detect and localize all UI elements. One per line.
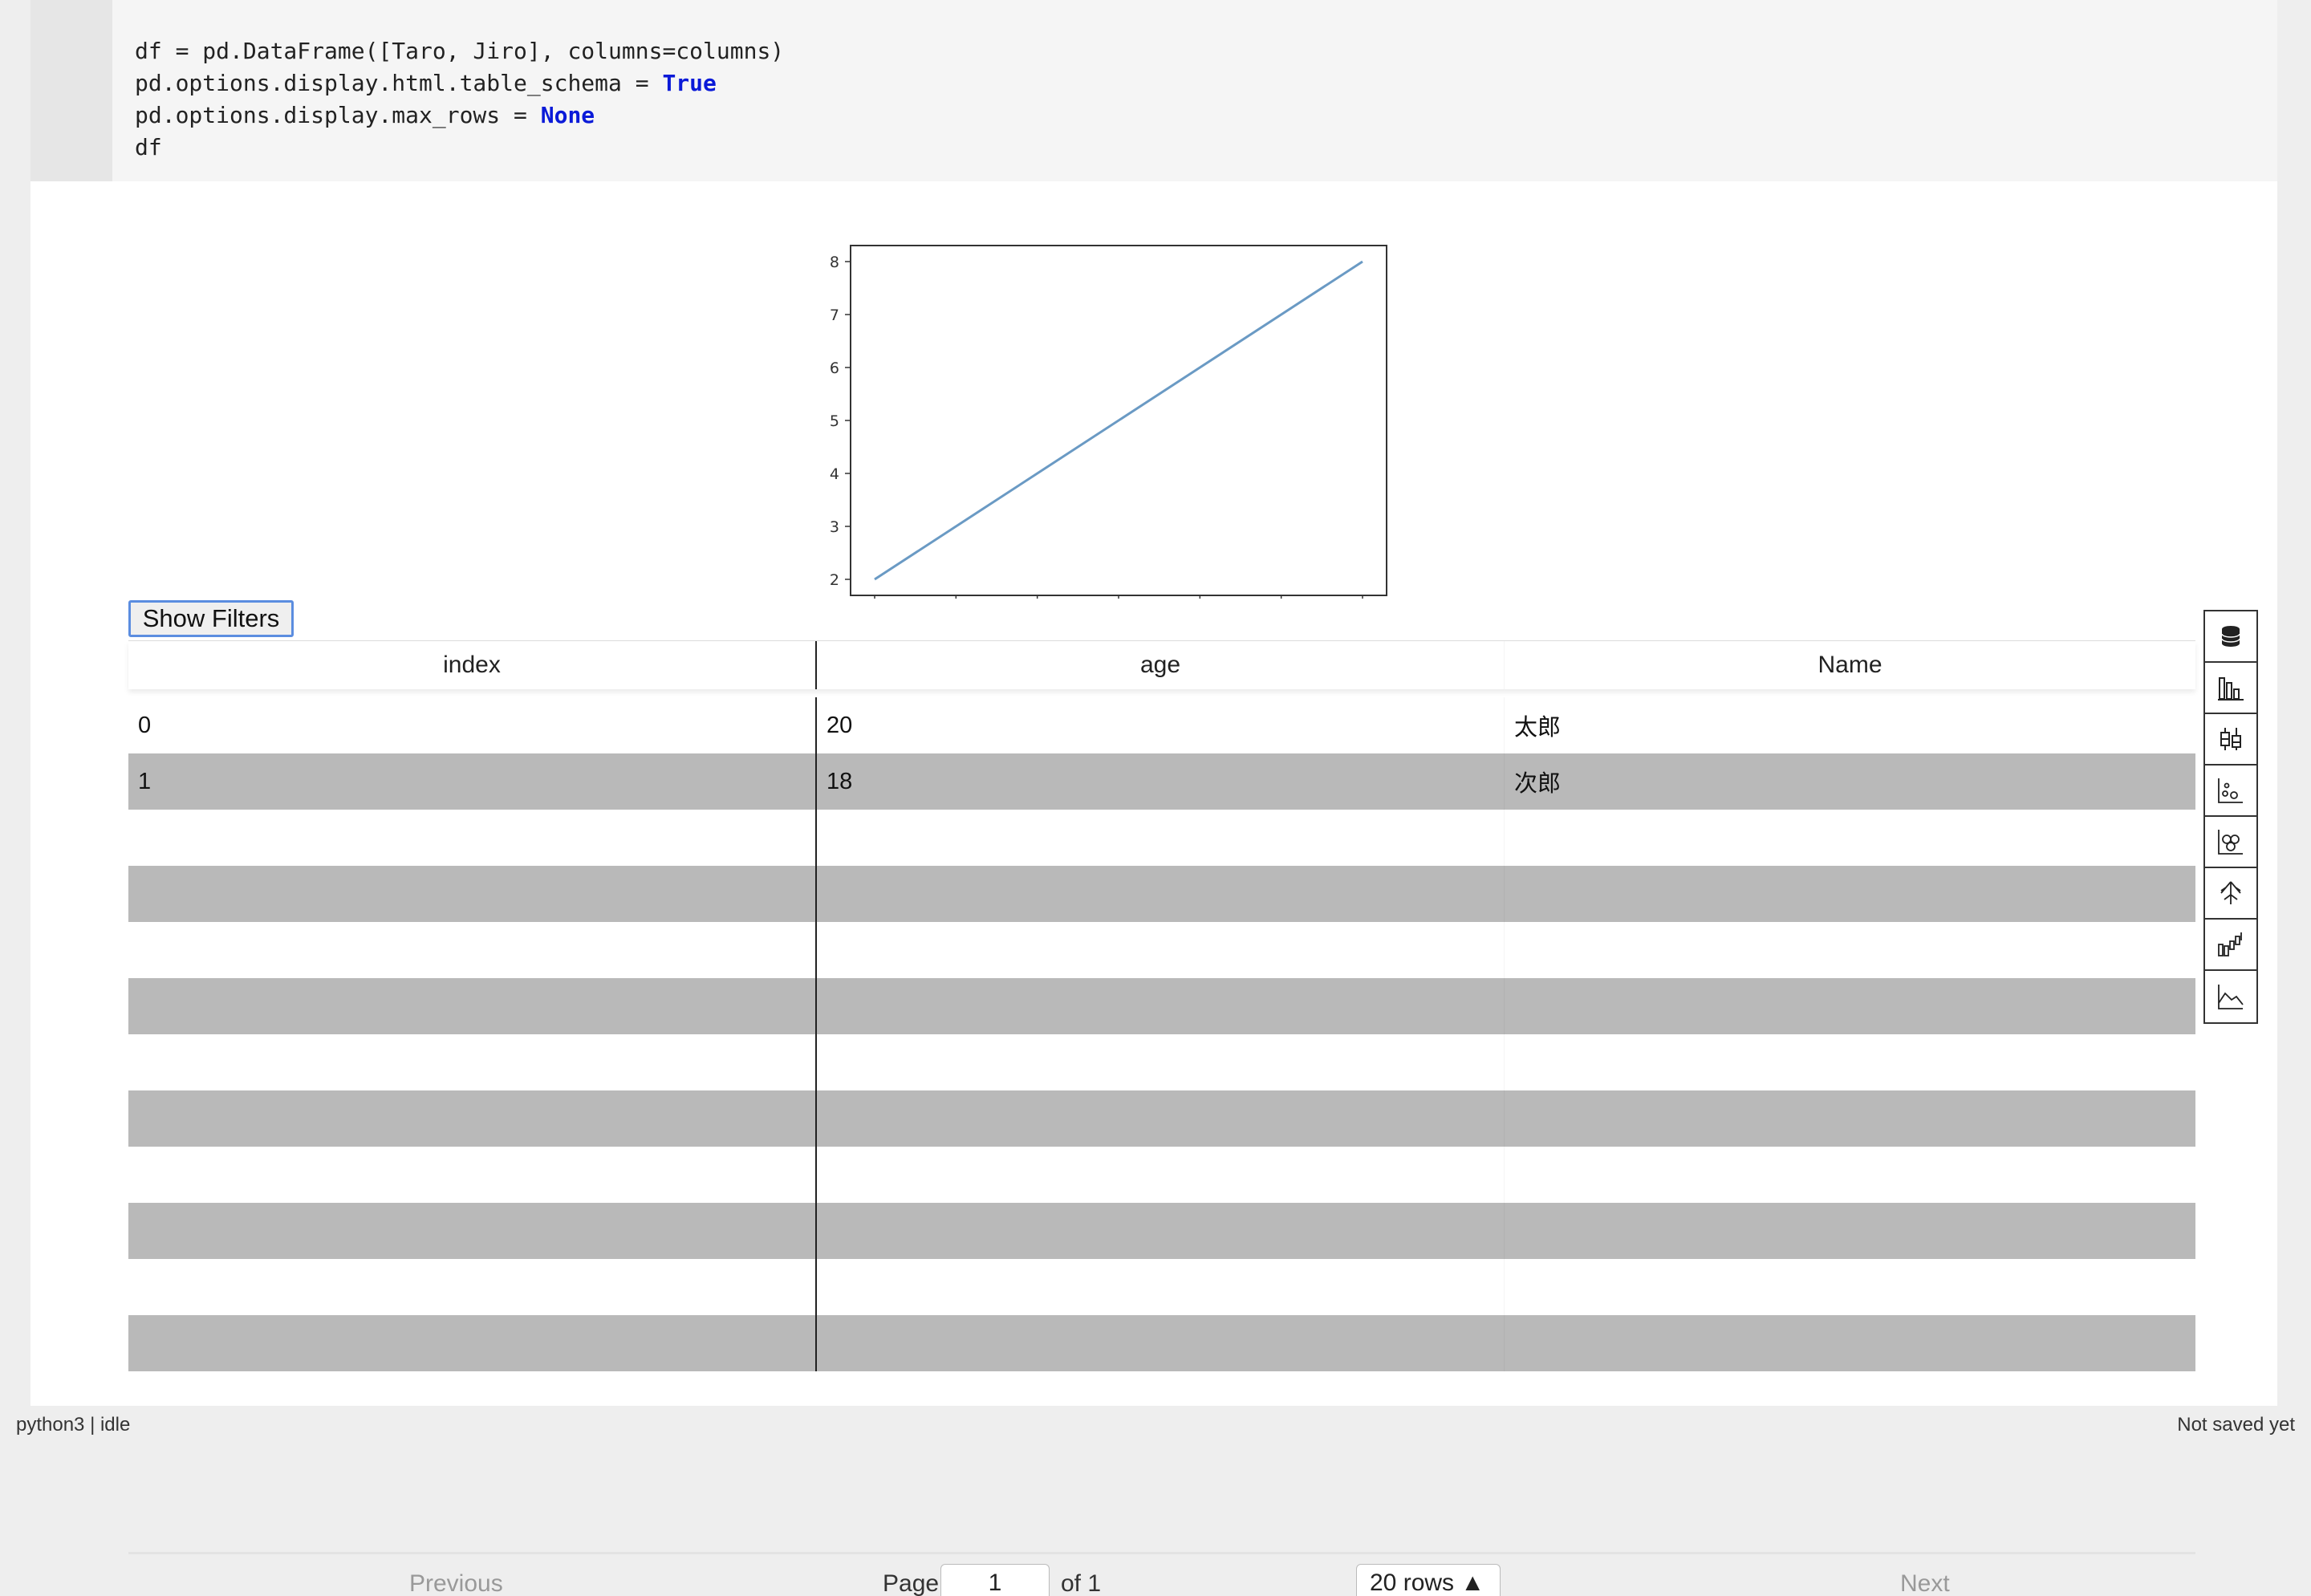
database-icon[interactable] — [2205, 611, 2256, 663]
column-header-name[interactable]: Name — [1504, 641, 2195, 689]
table-cell — [1504, 810, 2195, 866]
table-row[interactable] — [128, 1259, 2195, 1315]
table-row[interactable]: 0 20 太郎 — [128, 697, 2195, 753]
y-tick-label: 8 — [830, 254, 839, 271]
previous-button[interactable]: Previous — [409, 1570, 503, 1596]
bar-chart-icon[interactable] — [2205, 663, 2256, 714]
table-cell — [128, 866, 815, 922]
table-cell — [815, 1315, 1504, 1371]
y-tick-label: 2 — [830, 571, 839, 589]
table-cell — [128, 1259, 815, 1315]
code-line-4: df — [135, 134, 162, 160]
data-table: 0 20 太郎 1 18 次郎 index age Name — [128, 640, 2195, 1444]
line-chart: 1.01.52.02.53.03.54.02345678 — [830, 245, 1387, 599]
chart-type-toolbar — [2203, 610, 2258, 1024]
rows-per-page-value: 20 rows — [1370, 1570, 1455, 1596]
code-line-2: pd.options.display.html.table_schema = T… — [135, 70, 717, 96]
table-cell — [128, 1090, 815, 1147]
table-cell — [815, 1090, 1504, 1147]
notebook-cell: df = pd.DataFrame([Taro, Jiro], columns=… — [30, 0, 2277, 1596]
table-cell — [815, 978, 1504, 1034]
table-cell — [128, 922, 815, 978]
table-cell: 20 — [815, 697, 1504, 753]
page-number-input[interactable]: 1 — [940, 1564, 1050, 1596]
code-input-area[interactable]: df = pd.DataFrame([Taro, Jiro], columns=… — [30, 0, 2277, 181]
table-cell — [1504, 866, 2195, 922]
table-cell — [815, 922, 1504, 978]
table-row[interactable] — [128, 866, 2195, 922]
table-body: 0 20 太郎 1 18 次郎 — [128, 697, 2195, 1371]
table-cell — [128, 810, 815, 866]
table-cell — [1504, 978, 2195, 1034]
table-row[interactable] — [128, 1315, 2195, 1371]
table-row[interactable] — [128, 1090, 2195, 1147]
table-cell — [1504, 1259, 2195, 1315]
column-header-index[interactable]: index — [443, 652, 501, 678]
series-line — [874, 260, 1363, 581]
table-cell — [815, 1034, 1504, 1090]
table-cell — [128, 1034, 815, 1090]
show-filters-button[interactable]: Show Filters — [128, 600, 294, 637]
bubble-icon[interactable] — [2205, 817, 2256, 868]
table-cell — [815, 866, 1504, 922]
table-cell — [815, 1203, 1504, 1259]
table-cell: 1 — [138, 768, 152, 794]
output-area: 1.01.52.02.53.03.54.02345678 Show Filter… — [30, 181, 2277, 1596]
y-tick-label: 3 — [830, 518, 839, 536]
table-cell — [815, 1259, 1504, 1315]
page-label: Page — [883, 1570, 940, 1596]
code-editor[interactable]: df = pd.DataFrame([Taro, Jiro], columns=… — [135, 35, 784, 164]
table-cell — [815, 1147, 1504, 1203]
select-arrow-icon: ▲ — [1460, 1570, 1485, 1596]
table-cell — [128, 1315, 815, 1371]
table-cell: 0 — [138, 712, 152, 738]
y-tick-label: 6 — [830, 359, 839, 377]
table-row[interactable] — [128, 978, 2195, 1034]
column-header-age[interactable]: age — [815, 641, 1504, 689]
code-line-1: df = pd.DataFrame([Taro, Jiro], columns=… — [135, 38, 785, 64]
table-row[interactable] — [128, 922, 2195, 978]
table-row[interactable] — [128, 1034, 2195, 1090]
table-row[interactable]: 1 18 次郎 — [128, 753, 2195, 810]
next-button[interactable]: Next — [1900, 1570, 1950, 1596]
table-row[interactable] — [128, 810, 2195, 866]
kernel-status: python3 | idle — [16, 1414, 131, 1436]
scatter-icon[interactable] — [2205, 766, 2256, 817]
table-cell — [1504, 1090, 2195, 1147]
y-tick-label: 7 — [830, 307, 839, 324]
save-status: Not saved yet — [2177, 1414, 2295, 1436]
input-prompt — [30, 0, 112, 181]
table-cell — [1504, 922, 2195, 978]
table-cell — [1504, 1203, 2195, 1259]
box-plot-icon[interactable] — [2205, 714, 2256, 766]
tree-icon[interactable] — [2205, 868, 2256, 920]
table-header: index age Name — [128, 641, 2195, 689]
table-cell: 18 — [815, 753, 1504, 810]
table-cell: 次郎 — [1504, 753, 2195, 810]
page-count: of 1 — [1061, 1570, 1102, 1596]
table-cell — [128, 978, 815, 1034]
table-cell — [815, 810, 1504, 866]
pagination-bar: Previous Page 1 of 1 20 rows ▲ Next — [128, 1552, 2195, 1596]
waterfall-icon[interactable] — [2205, 920, 2256, 971]
code-line-3: pd.options.display.max_rows = None — [135, 102, 595, 128]
table-cell — [1504, 1315, 2195, 1371]
status-bar: python3 | idle Not saved yet — [0, 1406, 2311, 1444]
table-cell — [1504, 1147, 2195, 1203]
table-cell — [128, 1203, 815, 1259]
y-tick-label: 4 — [830, 465, 839, 483]
table-row[interactable] — [128, 1203, 2195, 1259]
rows-per-page-select[interactable]: 20 rows ▲ — [1356, 1564, 1501, 1596]
table-row[interactable] — [128, 1147, 2195, 1203]
y-tick-label: 5 — [830, 412, 839, 430]
area-chart-icon[interactable] — [2205, 971, 2256, 1022]
table-cell: 太郎 — [1504, 697, 2195, 753]
table-cell — [1504, 1034, 2195, 1090]
table-cell — [128, 1147, 815, 1203]
